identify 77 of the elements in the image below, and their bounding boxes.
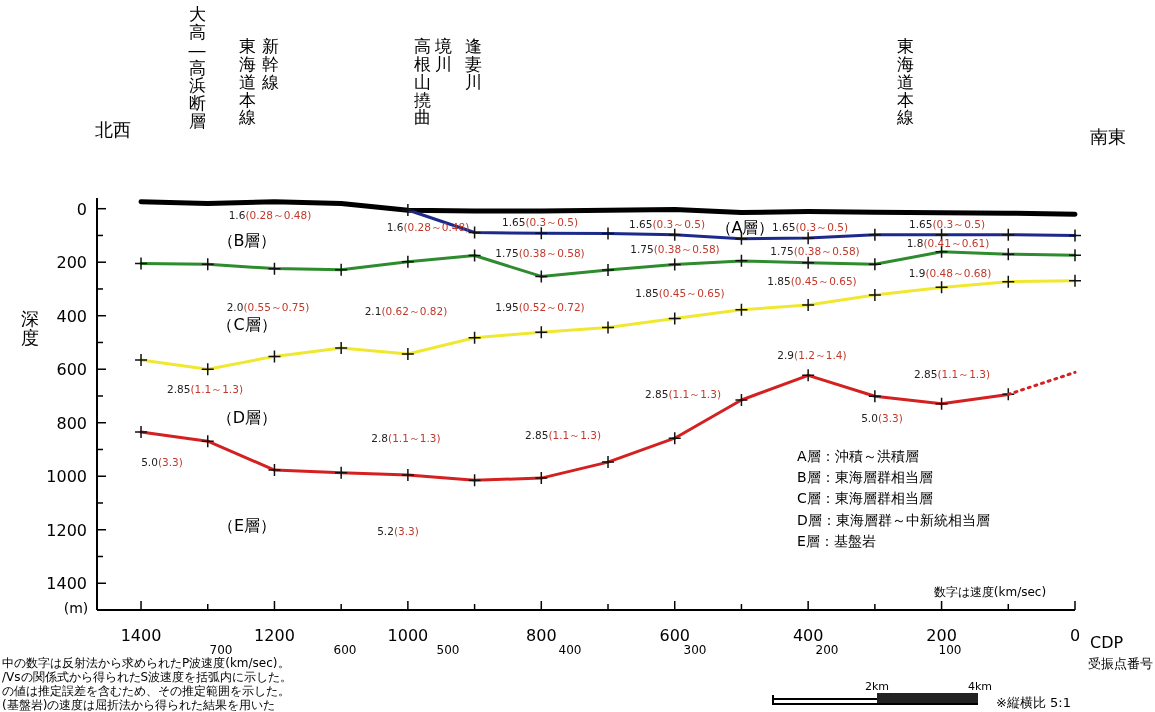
- text: 新幹線: [260, 36, 279, 92]
- text: ※縦横比 5:1: [996, 695, 1071, 710]
- text: 東海道本線: [895, 36, 914, 128]
- y-tick-label: 800: [56, 413, 87, 433]
- annotation: 2.1(0.62～0.82): [364, 305, 448, 317]
- y-tick-label: 400: [56, 306, 87, 326]
- text: 500: [436, 643, 460, 657]
- annotation: E層：基盤岩: [797, 533, 876, 549]
- annotation: （C層）: [217, 315, 277, 334]
- text: (基盤岩)の速度は屈折法から得られた結果を用いた: [2, 698, 276, 712]
- annotation: 1.85(0.45～0.65): [767, 275, 857, 287]
- x-axis-title: CDP: [1090, 633, 1124, 652]
- annotation: 5.0(3.3): [861, 412, 903, 424]
- y-tick-label: 1400: [46, 574, 87, 594]
- x-tick-label: 200: [926, 626, 957, 645]
- annotation: 1.65(0.3～0.5): [909, 218, 985, 230]
- text: 100: [938, 643, 962, 657]
- annotation: 1.75(0.38～0.58): [630, 243, 720, 255]
- annotation: 5.2(3.3): [377, 525, 419, 537]
- text: 境川: [433, 36, 452, 74]
- annotation: 1.85(0.45～0.65): [635, 287, 725, 299]
- text: 大高―高浜断層: [188, 4, 206, 132]
- text: 中の数字は反射法から求められたP波速度(km/sec)。: [2, 656, 290, 670]
- y-tick-label: 200: [56, 253, 87, 273]
- annotation: 1.75(0.38～0.58): [770, 245, 860, 257]
- annotation: 数字は速度(km/sec): [933, 585, 1047, 599]
- annotation: 1.6(0.28～0.48): [228, 209, 312, 221]
- annotation: A層：沖積～洪積層: [797, 448, 919, 464]
- annotation: （B層）: [217, 231, 277, 250]
- x-tick-label: 0: [1069, 626, 1081, 645]
- annotation: C層：東海層群相当層: [797, 490, 933, 506]
- annotation: 1.65(0.3～0.5): [502, 216, 578, 228]
- x-tick-label: 1200: [254, 626, 295, 645]
- annotation: （D層）: [216, 408, 278, 427]
- text: 東海道本線: [237, 36, 256, 128]
- y-tick-label: 0: [76, 199, 87, 219]
- annotation: D層：東海層群～中新統相当層: [797, 512, 990, 528]
- text: /Vsの関係式から得られたS波速度を括弧内に示した。: [2, 670, 293, 684]
- annotation: 2.9(1.2～1.4): [777, 349, 847, 361]
- text: 4km: [967, 680, 993, 693]
- annotation: 1.65(0.3～0.5): [772, 221, 848, 233]
- x-tick-label: 600: [659, 626, 690, 645]
- annotation: 2.85(1.1～1.3): [914, 368, 990, 380]
- annotation: 2.85(1.1～1.3): [525, 429, 601, 441]
- text: 200: [815, 643, 839, 657]
- annotation: 1.75(0.38～0.58): [495, 247, 585, 259]
- text: 南東: [1090, 126, 1126, 147]
- y-tick-label: 1000: [46, 467, 87, 487]
- annotation: 2.0(0.55～0.75): [226, 301, 310, 313]
- x-tick-label: 1000: [387, 626, 429, 645]
- text: 600: [333, 643, 357, 657]
- annotation: （E層）: [217, 516, 277, 535]
- x-tick-label: 800: [526, 626, 557, 645]
- x-tick-label: 400: [792, 626, 824, 645]
- text: (m): [63, 600, 89, 616]
- annotation: 1.8(0.41～0.61): [906, 237, 990, 249]
- text: 高根山撓曲: [413, 36, 431, 128]
- text: 北西: [95, 119, 131, 140]
- y-tick-label: 1200: [46, 520, 87, 540]
- annotation: 5.0(3.3): [141, 456, 183, 468]
- text: 700: [209, 643, 233, 657]
- annotation: 1.95(0.52～0.72): [495, 301, 585, 313]
- annotation: 2.8(1.1～1.3): [371, 432, 441, 444]
- annotation: B層：東海層群相当層: [797, 469, 933, 485]
- text: 2km: [864, 680, 890, 693]
- y-tick-label: 600: [56, 360, 87, 380]
- y-axis-title: 深度: [21, 308, 39, 348]
- text: 受振点番号: [1088, 656, 1153, 671]
- text: 400: [558, 643, 582, 657]
- annotation: 1.65(0.3～0.5): [629, 218, 705, 230]
- annotation: 2.85(1.1～1.3): [167, 383, 243, 395]
- x-tick-label: 1400: [120, 626, 162, 645]
- text: 逢妻川: [464, 36, 482, 92]
- annotation: 1.9(0.48～0.68): [908, 267, 992, 279]
- text: の値は推定誤差を含むため、その推定範囲を示した。: [2, 684, 290, 698]
- text: 300: [683, 643, 707, 657]
- annotation: 2.85(1.1～1.3): [645, 388, 721, 400]
